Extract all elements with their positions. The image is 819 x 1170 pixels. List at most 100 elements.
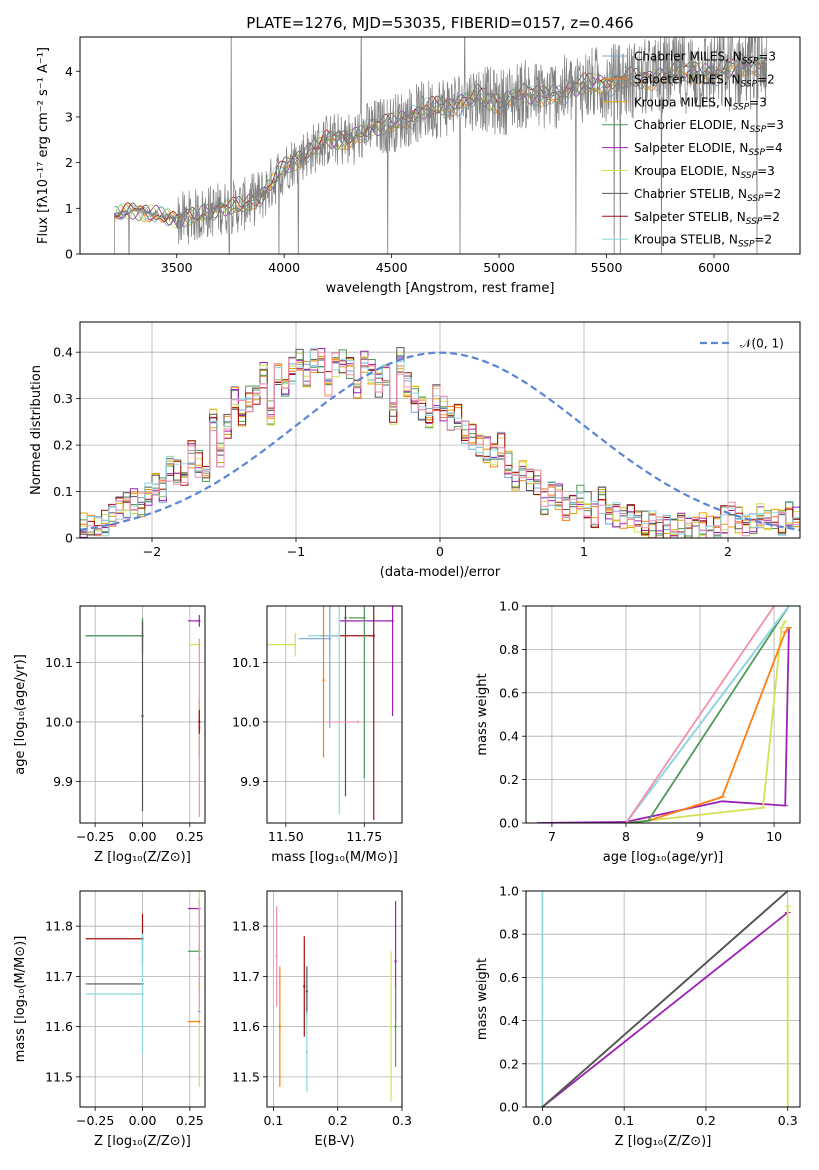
cumulative-line [625,606,775,823]
gridlines [526,605,800,824]
y-tick-label: 2 [65,155,73,170]
x-tick-label: −1 [287,544,305,559]
plot-frame [79,36,801,255]
data-point [198,1020,201,1023]
x-tick-label: 8 [622,829,630,844]
x-axis-label: Z [log₁₀(Z/Z⊙)] [615,1134,712,1149]
data-layer [534,606,792,823]
y-tick-label: 11.7 [45,969,73,984]
axis-layer: 0.0 0.1 0.2 0.3 0.0 0.2 0.4 0.6 0.8 1.0 Z [log₁₀(Z… [475,884,801,1149]
y-tick-label: 0 [65,531,73,546]
y-tick-label: 0.1 [53,484,73,499]
x-axis-label: (data-model)/error [380,565,501,580]
data-layer [80,347,800,538]
y-tick-label: 0.8 [499,927,519,942]
y-tick-label: 11.7 [232,969,260,984]
data-point [198,720,201,724]
x-tick-label: 0.00 [129,1113,157,1128]
model-spectrum-line [114,52,768,224]
y-tick-label: 1.0 [499,884,519,899]
data-point [389,1025,393,1028]
x-tick-label: 0.2 [328,1113,348,1128]
y-tick-label: 0.6 [499,970,519,985]
x-tick-label: 6000 [698,260,730,275]
legend-label: Chabrier STELIB, NSSP=2 [634,187,781,204]
x-tick-label: 11.50 [268,829,304,844]
x-tick-label: −0.25 [76,829,114,844]
x-tick-label: 0.25 [176,829,204,844]
x-tick-label: 3500 [161,260,193,275]
gaussian-curve [80,351,800,531]
data-point [328,637,331,640]
y-tick-label: 11.6 [232,1019,260,1034]
data-layer [114,37,768,254]
data-point [294,643,297,646]
plot-frame [79,321,801,539]
x-tick-label: 4500 [376,260,408,275]
axis-layer: −2 −1 0 1 2 0 0.1 0.2 0.3 0.4 (data-model)/error No… [29,321,801,580]
gridlines [267,606,402,823]
plot-frame [79,890,206,1108]
cumulative-line [625,620,786,823]
y-tick-label: 11.8 [45,919,73,934]
data-point [391,619,394,623]
data-point [305,990,309,993]
data-point [372,634,375,637]
plot-frame [266,890,403,1108]
x-axis-label: Z [log₁₀(Z/Z⊙)] [94,850,191,865]
x-tick-label: 9 [696,829,704,844]
gridlines [526,890,800,1108]
data-layer [85,614,201,818]
data-point [141,714,144,718]
y-tick-label: 11.6 [45,1019,73,1034]
panel-cum_Z: 0.0 0.1 0.2 0.3 0.0 0.2 0.4 0.6 0.8 1.0 Z [log₁₀(Z… [475,884,801,1149]
data-point [141,992,144,996]
x-tick-label: 1 [580,544,588,559]
y-tick-label: 0.4 [499,729,519,744]
data-point [198,1010,201,1013]
x-tick-label: 7 [548,829,556,844]
x-tick-label: 0.1 [614,1113,634,1128]
x-tick-label: 0.3 [778,1113,798,1128]
y-tick-label: 0.2 [499,1056,519,1071]
y-tick-label: 0.0 [499,816,519,831]
cumulative-line [541,891,789,1107]
legend-label: Kroupa ELODIE, NSSP=3 [634,164,775,181]
y-tick-label: 0.3 [53,391,73,406]
x-tick-label: −2 [143,544,161,559]
y-tick-label: 0.2 [499,772,519,787]
y-axis-label: Normed distribution [29,365,44,495]
data-layer [85,891,201,1087]
legend-label: Salpeter ELODIE, NSSP=4 [634,141,783,158]
panel-mass_vs_ebv: 0.1 0.2 0.3 11.5 11.6 11.7 11.8 E(B-V) [232,890,412,1149]
plot-frame [525,605,801,824]
y-tick-label: 10.0 [45,714,73,729]
data-point [303,985,306,988]
y-tick-label: 11.5 [45,1069,73,1084]
axis-layer: 3500 4000 4500 5000 5500 6000 0 1 2 3 4 wavelength … [36,36,801,296]
y-tick-label: 0.2 [53,438,73,453]
data-point [338,634,341,637]
model-spectrum-line [114,54,768,223]
y-tick-label: 10.1 [45,655,73,670]
legend-label: Salpeter STELIB, NSSP=2 [634,210,780,227]
legend-label: Chabrier MILES, NSSP=3 [634,50,776,67]
y-axis-label: age [log₁₀(age/yr)] [13,654,28,775]
plot-frame [266,605,403,824]
y-axis-label: mass [log₁₀(M/M⊙)] [13,936,28,1063]
figure-title: PLATE=1276, MJD=53035, FIBERID=0157, z=0… [246,14,633,32]
cumulative-line [625,606,790,823]
panel-spectrum: 3500 4000 4500 5000 5500 6000 0 1 2 3 4 wavelength … [36,36,801,296]
data-point [322,679,325,682]
x-tick-label: 10 [766,829,782,844]
x-axis-label: mass [log₁₀(M/M⊙)] [271,850,398,865]
x-tick-label: 0.25 [176,1113,204,1128]
x-tick-label: 0.2 [696,1113,716,1128]
x-tick-label: 11.75 [346,829,382,844]
residual-histogram [80,352,800,538]
data-point [394,960,397,963]
plot-frame [79,605,206,824]
observed-spectrum-line [114,37,768,254]
y-tick-label: 0.6 [499,685,519,700]
